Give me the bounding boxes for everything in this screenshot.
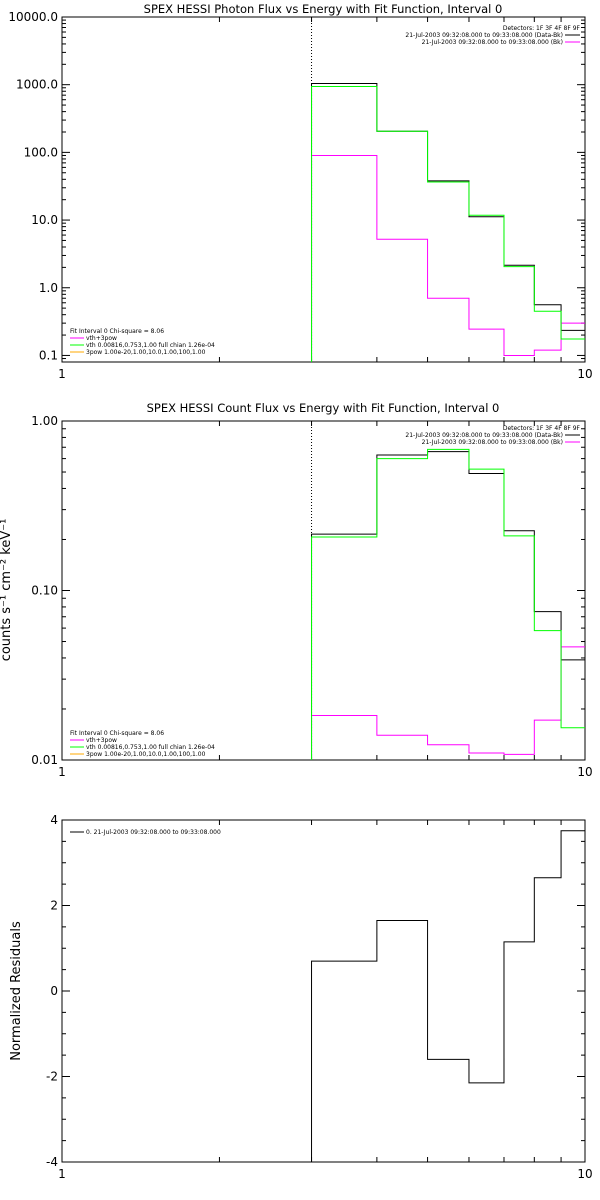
y-tick-label: -2 [46,1070,58,1084]
residuals-panel: Normalized Residuals 4 2 0 -2 -41 10 0. 21-Ju… [9,813,593,1181]
legend-entry: vth 0.00816,0.753,1.00 full chian 1.26e-… [86,744,215,751]
plot-frame [61,819,586,1163]
legend-entry: 21-Jul-2003 09:32:08.000 to 09:33:08.000… [422,39,563,46]
series-layer [311,448,585,760]
y-axis-label: counts s⁻¹ cm⁻² keV⁻¹ [0,519,14,662]
plot-frame [61,420,586,761]
x-tick-label: 1 [58,367,66,381]
x-tick-label: 10 [577,1167,592,1181]
series-line [311,451,585,760]
legend-entry: vth 0.00816,0.753,1.00 full chian 1.26e-… [86,342,215,349]
legend-header: Fit Interval 0 Chi-square = 8.06 [70,730,164,737]
y-tick-label: 0.1 [39,348,58,362]
legend-entry: 21-Jul-2003 09:32:08.000 to 09:33:08.000… [405,432,563,439]
chart-title: SPEX HESSI Count Flux vs Energy with Fit… [147,401,500,415]
y-tick-label: 100.0 [24,145,58,159]
series-layer [311,83,585,362]
tick-layer: 10000.0 1000.0 100.0 10.0 1.0 0.11 10 [8,10,592,381]
y-tick-label: 2 [50,899,58,913]
series-line [311,154,585,362]
series-line [311,830,585,1162]
legend-entry: 21-Jul-2003 09:32:08.000 to 09:33:08.000… [422,439,563,446]
y-axis-label: Normalized Residuals [9,921,24,1061]
y-tick-label: 0.01 [31,753,58,767]
series-line [311,86,585,362]
legend-header: Detectors: 1F 3F 4F 8F 9F [503,25,581,32]
legend-entry: 21-Jul-2003 09:32:08.000 to 09:33:08.000… [405,32,563,39]
y-tick-label: 1.00 [31,414,58,428]
series-line [311,646,585,760]
legend-top: 0. 21-Jul-2003 09:32:08.000 to 09:33:08.… [70,829,221,836]
legend-header: Detectors: 1F 3F 4F 8F 9F [503,425,581,432]
legend-entry: vth+3pow [86,737,117,744]
photon-flux-panel: SPEX HESSI Photon Flux vs Energy with Fi… [8,2,592,381]
legend-bottom: Fit Interval 0 Chi-square = 8.06 vth+3po… [70,730,215,758]
tick-layer: 4 2 0 -2 -41 10 [46,813,593,1181]
x-tick-label: 10 [577,765,592,779]
legend-entry: vth+3pow [86,335,117,342]
tick-layer: 1.00 0.10 0.011 10 [31,414,592,779]
series-line [311,83,585,362]
legend-top: Detectors: 1F 3F 4F 8F 9F 21-Jul-2003 09… [405,425,580,446]
y-tick-label: 10.0 [31,213,58,227]
x-tick-label: 1 [58,1167,66,1181]
y-tick-label: 1000.0 [16,78,58,92]
chart-title: SPEX HESSI Photon Flux vs Energy with Fi… [144,2,503,16]
legend-entry: 0. 21-Jul-2003 09:32:08.000 to 09:33:08.… [86,829,221,836]
y-tick-label: 0.10 [31,584,58,598]
series-layer [311,830,585,1162]
plot-frame [61,16,586,363]
y-tick-label: 10000.0 [8,10,58,24]
legend-entry: 3pow 1.00e-20,1.00,10.0,1.00,100,1.00 [86,751,206,758]
legend-top: Detectors: 1F 3F 4F 8F 9F 21-Jul-2003 09… [405,25,580,46]
x-tick-label: 1 [58,765,66,779]
legend-bottom: Fit Interval 0 Chi-square = 8.06 vth+3po… [70,328,215,356]
series-line [311,448,585,760]
y-tick-label: 1.0 [39,281,58,295]
x-tick-label: 10 [577,367,592,381]
count-flux-panel: SPEX HESSI Count Flux vs Energy with Fit… [0,401,593,779]
y-tick-label: 0 [50,984,58,998]
legend-header: Fit Interval 0 Chi-square = 8.06 [70,328,164,335]
legend-entry: 3pow 1.00e-20,1.00,10.0,1.00,100,1.00 [86,349,206,356]
y-tick-label: 4 [50,813,58,827]
y-tick-label: -4 [46,1155,58,1169]
